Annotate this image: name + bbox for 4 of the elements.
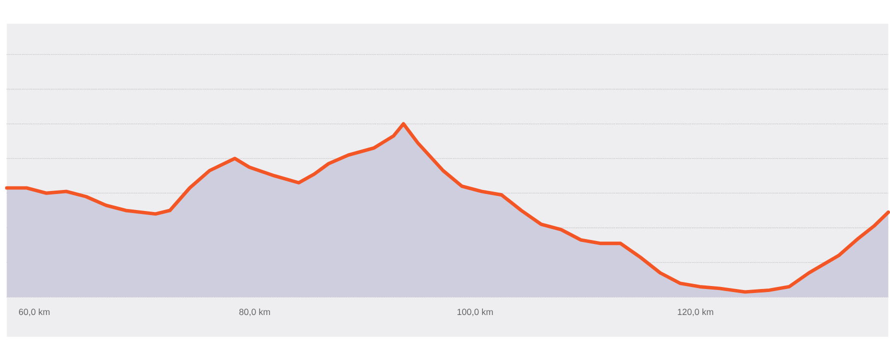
x-tick-label: 120,0 km (678, 308, 714, 316)
x-tick-label: 60,0 km (18, 308, 50, 316)
x-tick-label: 80,0 km (239, 308, 270, 316)
x-tick-label: 100,0 km (457, 308, 493, 316)
